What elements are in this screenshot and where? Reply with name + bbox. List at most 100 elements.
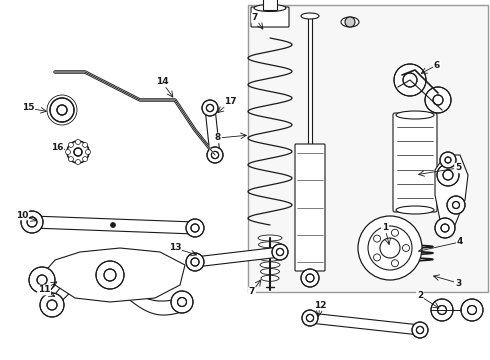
Text: 8: 8 — [215, 134, 221, 143]
Circle shape — [461, 299, 483, 321]
Circle shape — [171, 291, 193, 313]
Text: 2: 2 — [417, 292, 423, 301]
Circle shape — [441, 224, 449, 232]
Text: 16: 16 — [51, 144, 63, 153]
Ellipse shape — [259, 242, 281, 248]
Circle shape — [447, 196, 465, 214]
Ellipse shape — [261, 269, 279, 275]
Circle shape — [452, 202, 460, 208]
Text: 7: 7 — [252, 13, 258, 22]
Circle shape — [111, 222, 116, 228]
Text: 1: 1 — [382, 224, 388, 233]
Circle shape — [445, 157, 451, 163]
Polygon shape — [195, 247, 281, 267]
Circle shape — [358, 216, 422, 280]
Bar — [308, 18, 312, 145]
Text: 5: 5 — [455, 163, 461, 172]
Circle shape — [301, 269, 319, 287]
Circle shape — [412, 322, 428, 338]
Circle shape — [433, 95, 443, 105]
Circle shape — [69, 157, 74, 162]
Circle shape — [40, 293, 64, 317]
Circle shape — [440, 152, 456, 168]
Ellipse shape — [260, 262, 280, 268]
Bar — [248, 5, 488, 292]
Ellipse shape — [396, 206, 434, 214]
Circle shape — [306, 274, 314, 282]
Circle shape — [37, 275, 47, 285]
Circle shape — [306, 314, 314, 321]
Circle shape — [467, 306, 476, 315]
Circle shape — [96, 261, 124, 289]
Circle shape — [207, 147, 223, 163]
Circle shape — [186, 253, 204, 271]
Polygon shape — [52, 267, 182, 315]
Circle shape — [104, 269, 116, 281]
Text: 12: 12 — [314, 301, 326, 310]
Text: 13: 13 — [169, 243, 181, 252]
Ellipse shape — [301, 13, 319, 19]
Circle shape — [21, 211, 43, 233]
Circle shape — [425, 87, 451, 113]
Circle shape — [373, 254, 381, 261]
Circle shape — [57, 105, 67, 115]
Polygon shape — [310, 313, 420, 335]
Text: 10: 10 — [16, 211, 28, 220]
Circle shape — [186, 219, 204, 237]
Circle shape — [74, 148, 82, 156]
Circle shape — [345, 17, 355, 27]
Circle shape — [435, 218, 455, 238]
Text: 17: 17 — [224, 98, 236, 107]
Ellipse shape — [258, 235, 282, 241]
Circle shape — [83, 157, 88, 162]
FancyBboxPatch shape — [251, 7, 289, 27]
Circle shape — [85, 149, 91, 154]
Circle shape — [392, 229, 398, 236]
Circle shape — [402, 244, 410, 252]
Polygon shape — [435, 155, 468, 235]
Circle shape — [431, 299, 453, 321]
Ellipse shape — [254, 4, 286, 12]
Text: 14: 14 — [156, 77, 168, 86]
Text: 3: 3 — [455, 279, 461, 288]
Circle shape — [69, 143, 74, 148]
Polygon shape — [205, 108, 220, 156]
Circle shape — [276, 248, 284, 256]
Circle shape — [27, 217, 37, 227]
Bar — [263, 0, 277, 10]
Circle shape — [438, 306, 446, 315]
Text: 11: 11 — [38, 285, 50, 294]
Ellipse shape — [259, 248, 281, 255]
Circle shape — [443, 170, 453, 180]
Circle shape — [75, 139, 80, 144]
Polygon shape — [42, 248, 185, 302]
Circle shape — [302, 310, 318, 326]
Circle shape — [83, 143, 88, 148]
Ellipse shape — [260, 255, 280, 261]
Text: 7: 7 — [249, 288, 255, 297]
Circle shape — [191, 224, 199, 232]
Ellipse shape — [261, 275, 279, 281]
Circle shape — [75, 159, 80, 165]
Ellipse shape — [396, 111, 434, 119]
Circle shape — [202, 100, 218, 116]
FancyBboxPatch shape — [393, 113, 437, 212]
Circle shape — [403, 73, 417, 87]
Circle shape — [394, 64, 426, 96]
Polygon shape — [32, 216, 195, 234]
Text: 15: 15 — [22, 104, 34, 112]
Circle shape — [373, 235, 381, 242]
Circle shape — [50, 98, 74, 122]
Circle shape — [29, 267, 55, 293]
Circle shape — [177, 297, 187, 306]
Circle shape — [416, 327, 423, 334]
Circle shape — [392, 260, 398, 267]
FancyBboxPatch shape — [295, 144, 325, 271]
Circle shape — [47, 300, 57, 310]
Text: 4: 4 — [457, 238, 463, 247]
Circle shape — [272, 244, 288, 260]
Text: 9: 9 — [39, 285, 45, 294]
Circle shape — [66, 149, 71, 154]
Ellipse shape — [341, 17, 359, 27]
Circle shape — [206, 104, 214, 112]
